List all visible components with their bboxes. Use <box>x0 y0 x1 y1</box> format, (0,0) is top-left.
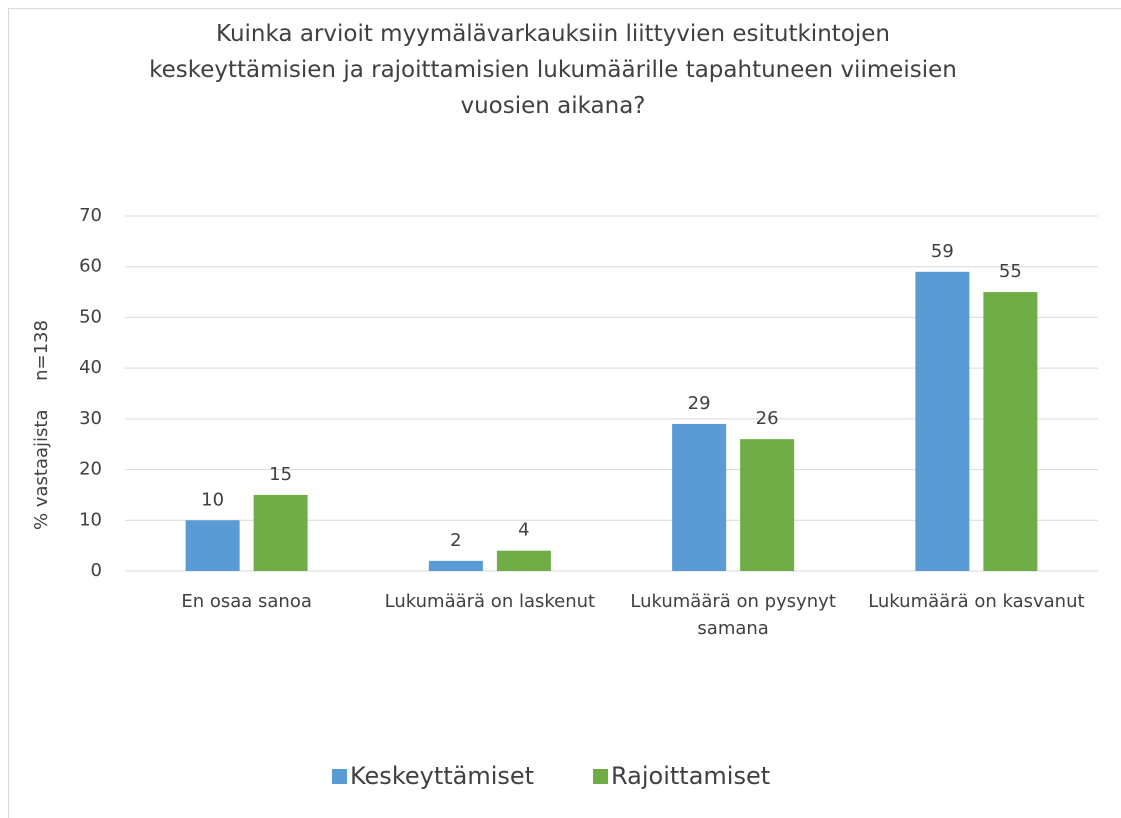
data-label: 55 <box>999 261 1022 282</box>
y-tick-label: 10 <box>79 509 102 530</box>
y-tick-label: 30 <box>79 408 102 429</box>
data-label: 59 <box>931 241 954 262</box>
data-label: 26 <box>756 408 779 429</box>
legend-swatch <box>593 769 608 784</box>
y-tick-label: 0 <box>91 560 102 581</box>
data-label: 29 <box>688 393 711 414</box>
chart-border <box>8 8 1121 818</box>
data-label: 15 <box>269 464 292 485</box>
y-tick-label: 40 <box>79 357 102 378</box>
bar <box>672 423 727 571</box>
data-label: 2 <box>450 530 461 551</box>
bar <box>253 494 308 571</box>
bar <box>496 550 551 571</box>
legend-label: Rajoittamiset <box>611 762 770 790</box>
bar <box>428 560 483 571</box>
bar <box>915 271 970 571</box>
y-tick-label: 70 <box>79 205 102 226</box>
x-tick-label: En osaa sanoa <box>181 591 312 612</box>
bar <box>185 520 240 571</box>
x-tick-label: Lukumäärä on laskenut <box>384 591 596 612</box>
chart-title: Kuinka arvioit myymälävarkauksiin liitty… <box>149 21 957 119</box>
bar <box>740 439 795 571</box>
legend-label: Keskeyttämiset <box>350 762 534 790</box>
data-label: 10 <box>201 489 224 510</box>
x-tick-label: Lukumäärä on pysynyt samana <box>630 591 836 639</box>
legend-swatch <box>332 769 347 784</box>
y-tick-label: 60 <box>79 256 102 277</box>
y-tick-label: 20 <box>79 459 102 480</box>
y-axis-label: % vastaajista n=138 <box>31 320 52 530</box>
y-tick-label: 50 <box>79 306 102 327</box>
data-label: 4 <box>518 520 529 541</box>
bar <box>983 292 1038 571</box>
x-tick-label: Lukumäärä on kasvanut <box>868 591 1085 612</box>
